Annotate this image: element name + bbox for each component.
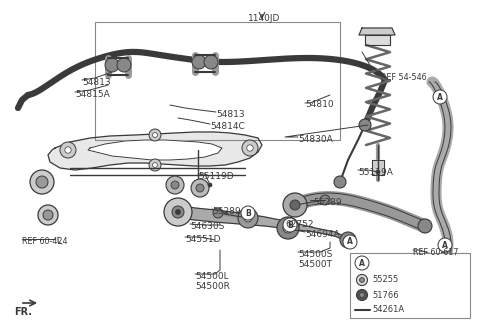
Circle shape <box>117 58 131 72</box>
Text: B: B <box>245 209 251 217</box>
Circle shape <box>166 176 184 194</box>
Text: A: A <box>359 258 365 268</box>
Circle shape <box>360 293 364 297</box>
Circle shape <box>38 205 58 225</box>
Bar <box>95 22 340 140</box>
Circle shape <box>334 176 346 188</box>
Circle shape <box>105 58 119 72</box>
Circle shape <box>376 170 380 174</box>
Circle shape <box>30 170 54 194</box>
Circle shape <box>433 90 447 104</box>
Text: B: B <box>287 220 293 230</box>
Circle shape <box>242 140 258 156</box>
Text: 54813: 54813 <box>82 78 110 87</box>
Text: 54694A: 54694A <box>305 230 340 239</box>
Circle shape <box>208 183 212 187</box>
Text: 54830A: 54830A <box>298 135 333 144</box>
Text: 55119A: 55119A <box>358 168 393 177</box>
Circle shape <box>43 210 53 220</box>
Text: 54630S: 54630S <box>190 222 224 231</box>
Circle shape <box>176 210 180 215</box>
Circle shape <box>340 232 356 248</box>
Text: 54551D: 54551D <box>185 235 220 244</box>
Polygon shape <box>372 160 384 175</box>
Circle shape <box>149 159 161 171</box>
Text: 54814C: 54814C <box>210 122 245 131</box>
Text: 51766: 51766 <box>372 291 398 299</box>
Circle shape <box>204 55 218 69</box>
Text: REF 60-617: REF 60-617 <box>413 248 458 257</box>
Circle shape <box>343 235 357 249</box>
Text: A: A <box>437 92 443 101</box>
Polygon shape <box>359 28 395 35</box>
Text: 54500S: 54500S <box>298 250 332 259</box>
Circle shape <box>357 290 368 300</box>
Circle shape <box>172 206 184 218</box>
Circle shape <box>345 236 351 243</box>
Circle shape <box>431 258 445 272</box>
Text: 62752: 62752 <box>285 220 313 229</box>
Text: A: A <box>435 260 441 270</box>
Text: A: A <box>442 240 448 250</box>
Circle shape <box>357 275 368 285</box>
Text: REF 60-424: REF 60-424 <box>22 237 68 246</box>
Circle shape <box>244 214 252 222</box>
Text: 1140JD: 1140JD <box>248 14 280 23</box>
Circle shape <box>241 206 255 220</box>
Circle shape <box>283 223 293 233</box>
Circle shape <box>320 195 330 205</box>
Circle shape <box>360 277 364 282</box>
Text: 55119D: 55119D <box>198 172 234 181</box>
Circle shape <box>164 198 192 226</box>
Polygon shape <box>88 140 222 160</box>
Polygon shape <box>48 132 262 170</box>
Circle shape <box>153 163 157 167</box>
Circle shape <box>283 193 307 217</box>
Circle shape <box>36 176 48 188</box>
Circle shape <box>65 147 71 153</box>
Text: 55289: 55289 <box>212 207 240 216</box>
Circle shape <box>192 55 206 69</box>
Circle shape <box>171 181 179 189</box>
Text: 54261A: 54261A <box>372 305 404 315</box>
Circle shape <box>277 217 299 239</box>
Circle shape <box>153 133 157 137</box>
Circle shape <box>359 119 371 131</box>
Text: REF 54-546: REF 54-546 <box>381 73 427 82</box>
Bar <box>350 253 470 318</box>
Text: 54810: 54810 <box>305 100 334 109</box>
Text: A: A <box>347 237 353 247</box>
Polygon shape <box>178 205 348 242</box>
Circle shape <box>191 179 209 197</box>
Circle shape <box>438 238 452 252</box>
Circle shape <box>283 218 297 232</box>
Circle shape <box>60 142 76 158</box>
Text: 54813: 54813 <box>216 110 245 119</box>
Circle shape <box>149 129 161 141</box>
Circle shape <box>247 145 253 151</box>
Text: 54500L: 54500L <box>195 272 228 281</box>
Circle shape <box>418 219 432 233</box>
Text: 54500T: 54500T <box>298 260 332 269</box>
Circle shape <box>213 208 223 218</box>
Text: 55255: 55255 <box>372 276 398 284</box>
Text: 54500R: 54500R <box>195 282 230 291</box>
Circle shape <box>290 200 300 210</box>
Circle shape <box>355 256 369 270</box>
Circle shape <box>238 208 258 228</box>
Text: FR.: FR. <box>14 307 32 317</box>
Text: 54815A: 54815A <box>75 90 110 99</box>
Text: 55289: 55289 <box>313 198 342 207</box>
Polygon shape <box>365 35 390 45</box>
Circle shape <box>196 184 204 192</box>
